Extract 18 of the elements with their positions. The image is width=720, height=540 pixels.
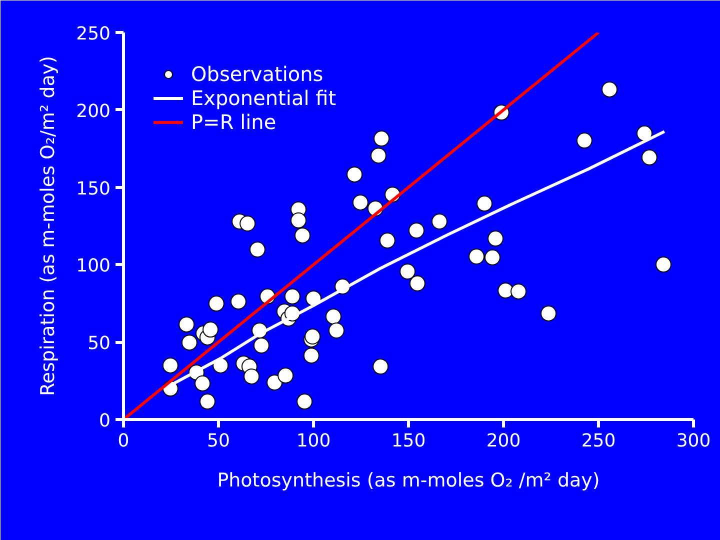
x-tick-label: 200 (486, 430, 521, 452)
legend-label: Observations (191, 62, 324, 86)
y-tick-label: 50 (88, 333, 110, 354)
legend-label: P=R line (191, 110, 276, 134)
x-tick-label: 150 (391, 430, 426, 452)
y-tick-label: 0 (99, 410, 110, 432)
x-tick-label: 300 (676, 430, 711, 452)
x-tick-label: 100 (296, 430, 331, 452)
x-tick-label: 250 (581, 430, 616, 452)
y-tick-label: 250 (76, 24, 111, 44)
y-axis-title: Respiration (as m-moles O₂/m² day) (37, 56, 60, 396)
y-tick-label: 100 (76, 256, 111, 277)
x-tick-label: 0 (118, 430, 130, 452)
legend-label: Exponential fit (191, 86, 336, 110)
y-tick-label: 150 (76, 178, 111, 200)
x-axis-title: Photosynthesis (as m-moles O₂ /m² day) (217, 470, 600, 492)
y-tick-label: 200 (76, 100, 111, 122)
x-tick-label: 50 (207, 430, 230, 452)
